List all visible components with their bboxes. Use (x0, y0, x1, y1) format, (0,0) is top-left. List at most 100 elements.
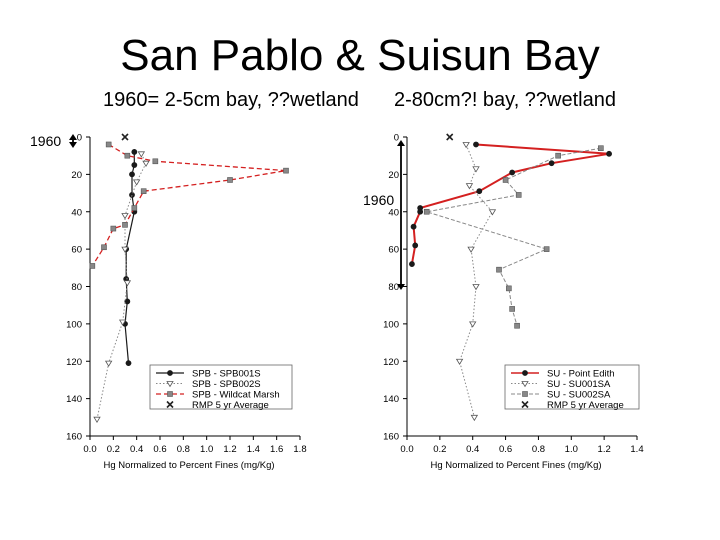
right-y-tick-label: 120 (383, 357, 399, 368)
left-x-tick-label: 1.6 (270, 444, 283, 455)
left-data-point (121, 133, 129, 141)
right-x-tick-label: 0.0 (400, 444, 413, 455)
left-data-point (89, 263, 96, 269)
left-1960-depth-arrow (69, 134, 77, 148)
right-data-point (446, 133, 454, 141)
right-data-point (470, 414, 479, 422)
right-series-1 (455, 142, 497, 422)
annotations: 1960 1960 (30, 133, 405, 290)
left-series-1 (93, 151, 150, 423)
left-series-line (124, 151, 135, 364)
right-x-tick-label: 0.6 (499, 444, 512, 455)
right-data-point (476, 188, 483, 195)
left-x-tick-label: 0.4 (130, 444, 143, 455)
right-x-axis-label: Hg Normalized to Percent Fines (mg/Kg) (430, 460, 601, 471)
right-data-point (606, 150, 612, 157)
left-legend-box (149, 364, 293, 410)
right-series-line (459, 144, 494, 418)
right-legend-label: SU - Point Edith (547, 369, 615, 380)
left-series-line (96, 153, 147, 420)
right-x-tick-label: 0.4 (466, 444, 479, 455)
left-y-tick-label: 40 (71, 207, 82, 218)
slide-title: San Pablo & Suisun Bay (120, 31, 600, 80)
right-data-point (514, 322, 520, 329)
left-data-point (118, 319, 127, 326)
right-data-point (455, 358, 464, 366)
left-data-point (283, 167, 289, 174)
right-y-tick-label: 60 (388, 245, 399, 256)
left-y-tick-label: 160 (66, 432, 82, 443)
right-data-point (555, 152, 561, 159)
left-legend-label: RMP 5 yr Average (192, 400, 269, 411)
right-legend-label: SU - SU002SA (547, 390, 611, 401)
right-data-point (462, 142, 470, 149)
left-data-point (131, 162, 138, 168)
left-x-tick-label: 0.8 (177, 444, 190, 455)
left-y-tick-label: 80 (71, 282, 82, 293)
left-data-point (129, 171, 135, 178)
left-legend-marker (166, 381, 174, 388)
right-data-point (509, 169, 516, 176)
left-legend-marker (167, 370, 173, 376)
left-y-tick-label: 0 (77, 133, 82, 144)
left-x-tick-label: 1.2 (223, 444, 236, 455)
left-data-point (137, 151, 146, 158)
right-legend-marker (522, 370, 528, 376)
right-1960-label: 1960 (363, 192, 394, 208)
right-data-point (502, 177, 509, 183)
right-data-point (543, 246, 550, 252)
left-data-point (101, 244, 107, 251)
left-y-tick-label: 20 (71, 170, 82, 181)
x-stroke (521, 400, 529, 409)
left-data-point (125, 360, 132, 367)
left-y-tick-label: 120 (66, 357, 82, 368)
left-x-axis-label: Hg Normalized to Percent Fines (mg/Kg) (103, 460, 274, 471)
left-data-point (105, 141, 112, 148)
right-legend-label: SU - SU001SA (547, 379, 611, 390)
right-data-point (417, 208, 424, 215)
right-series-0 (409, 141, 612, 267)
left-data-point (142, 160, 150, 167)
left-legend-marker (166, 400, 174, 409)
right-y-tick-label: 20 (388, 170, 399, 181)
right-data-point (473, 141, 479, 148)
right-y-tick-label: 40 (388, 207, 399, 218)
left-data-point (152, 158, 159, 165)
x-stroke (121, 133, 129, 141)
right-legend-marker (521, 381, 529, 388)
right-data-point (410, 223, 417, 230)
left-data-point (104, 360, 113, 367)
right-legend-marker (521, 400, 529, 409)
left-legend-marker (167, 391, 173, 397)
right-data-point (496, 266, 502, 273)
right-data-point (467, 246, 475, 253)
left-data-point (140, 188, 147, 194)
left-data-point (122, 222, 128, 228)
arrow-head-up (397, 140, 405, 146)
left-x-tick-label: 0.6 (153, 444, 166, 455)
right-series-2 (423, 145, 604, 329)
right-data-point (423, 208, 430, 215)
right-data-point (548, 160, 555, 167)
right-1960-depth-arrow (397, 140, 405, 290)
right-y-tick-label: 0 (394, 133, 399, 144)
arrow-head-up (69, 134, 77, 140)
right-series-line (410, 143, 610, 265)
x-stroke (166, 400, 174, 409)
left-legend-label: SPB - SPB002S (192, 379, 261, 390)
left-data-point (131, 205, 138, 211)
right-legend-label: RMP 5 yr Average (547, 400, 624, 411)
right-y-tick-label: 100 (383, 319, 399, 330)
left-series-3 (121, 133, 129, 141)
arrow-head-down (69, 142, 77, 148)
left-data-point (132, 179, 141, 186)
left-legend-label: SPB - SPB001S (192, 369, 261, 380)
right-y-tick-label: 80 (388, 282, 399, 293)
subtitle-san-pablo: 1960= 2-5cm bay, ??wetland (103, 89, 359, 111)
right-data-point (412, 242, 419, 249)
